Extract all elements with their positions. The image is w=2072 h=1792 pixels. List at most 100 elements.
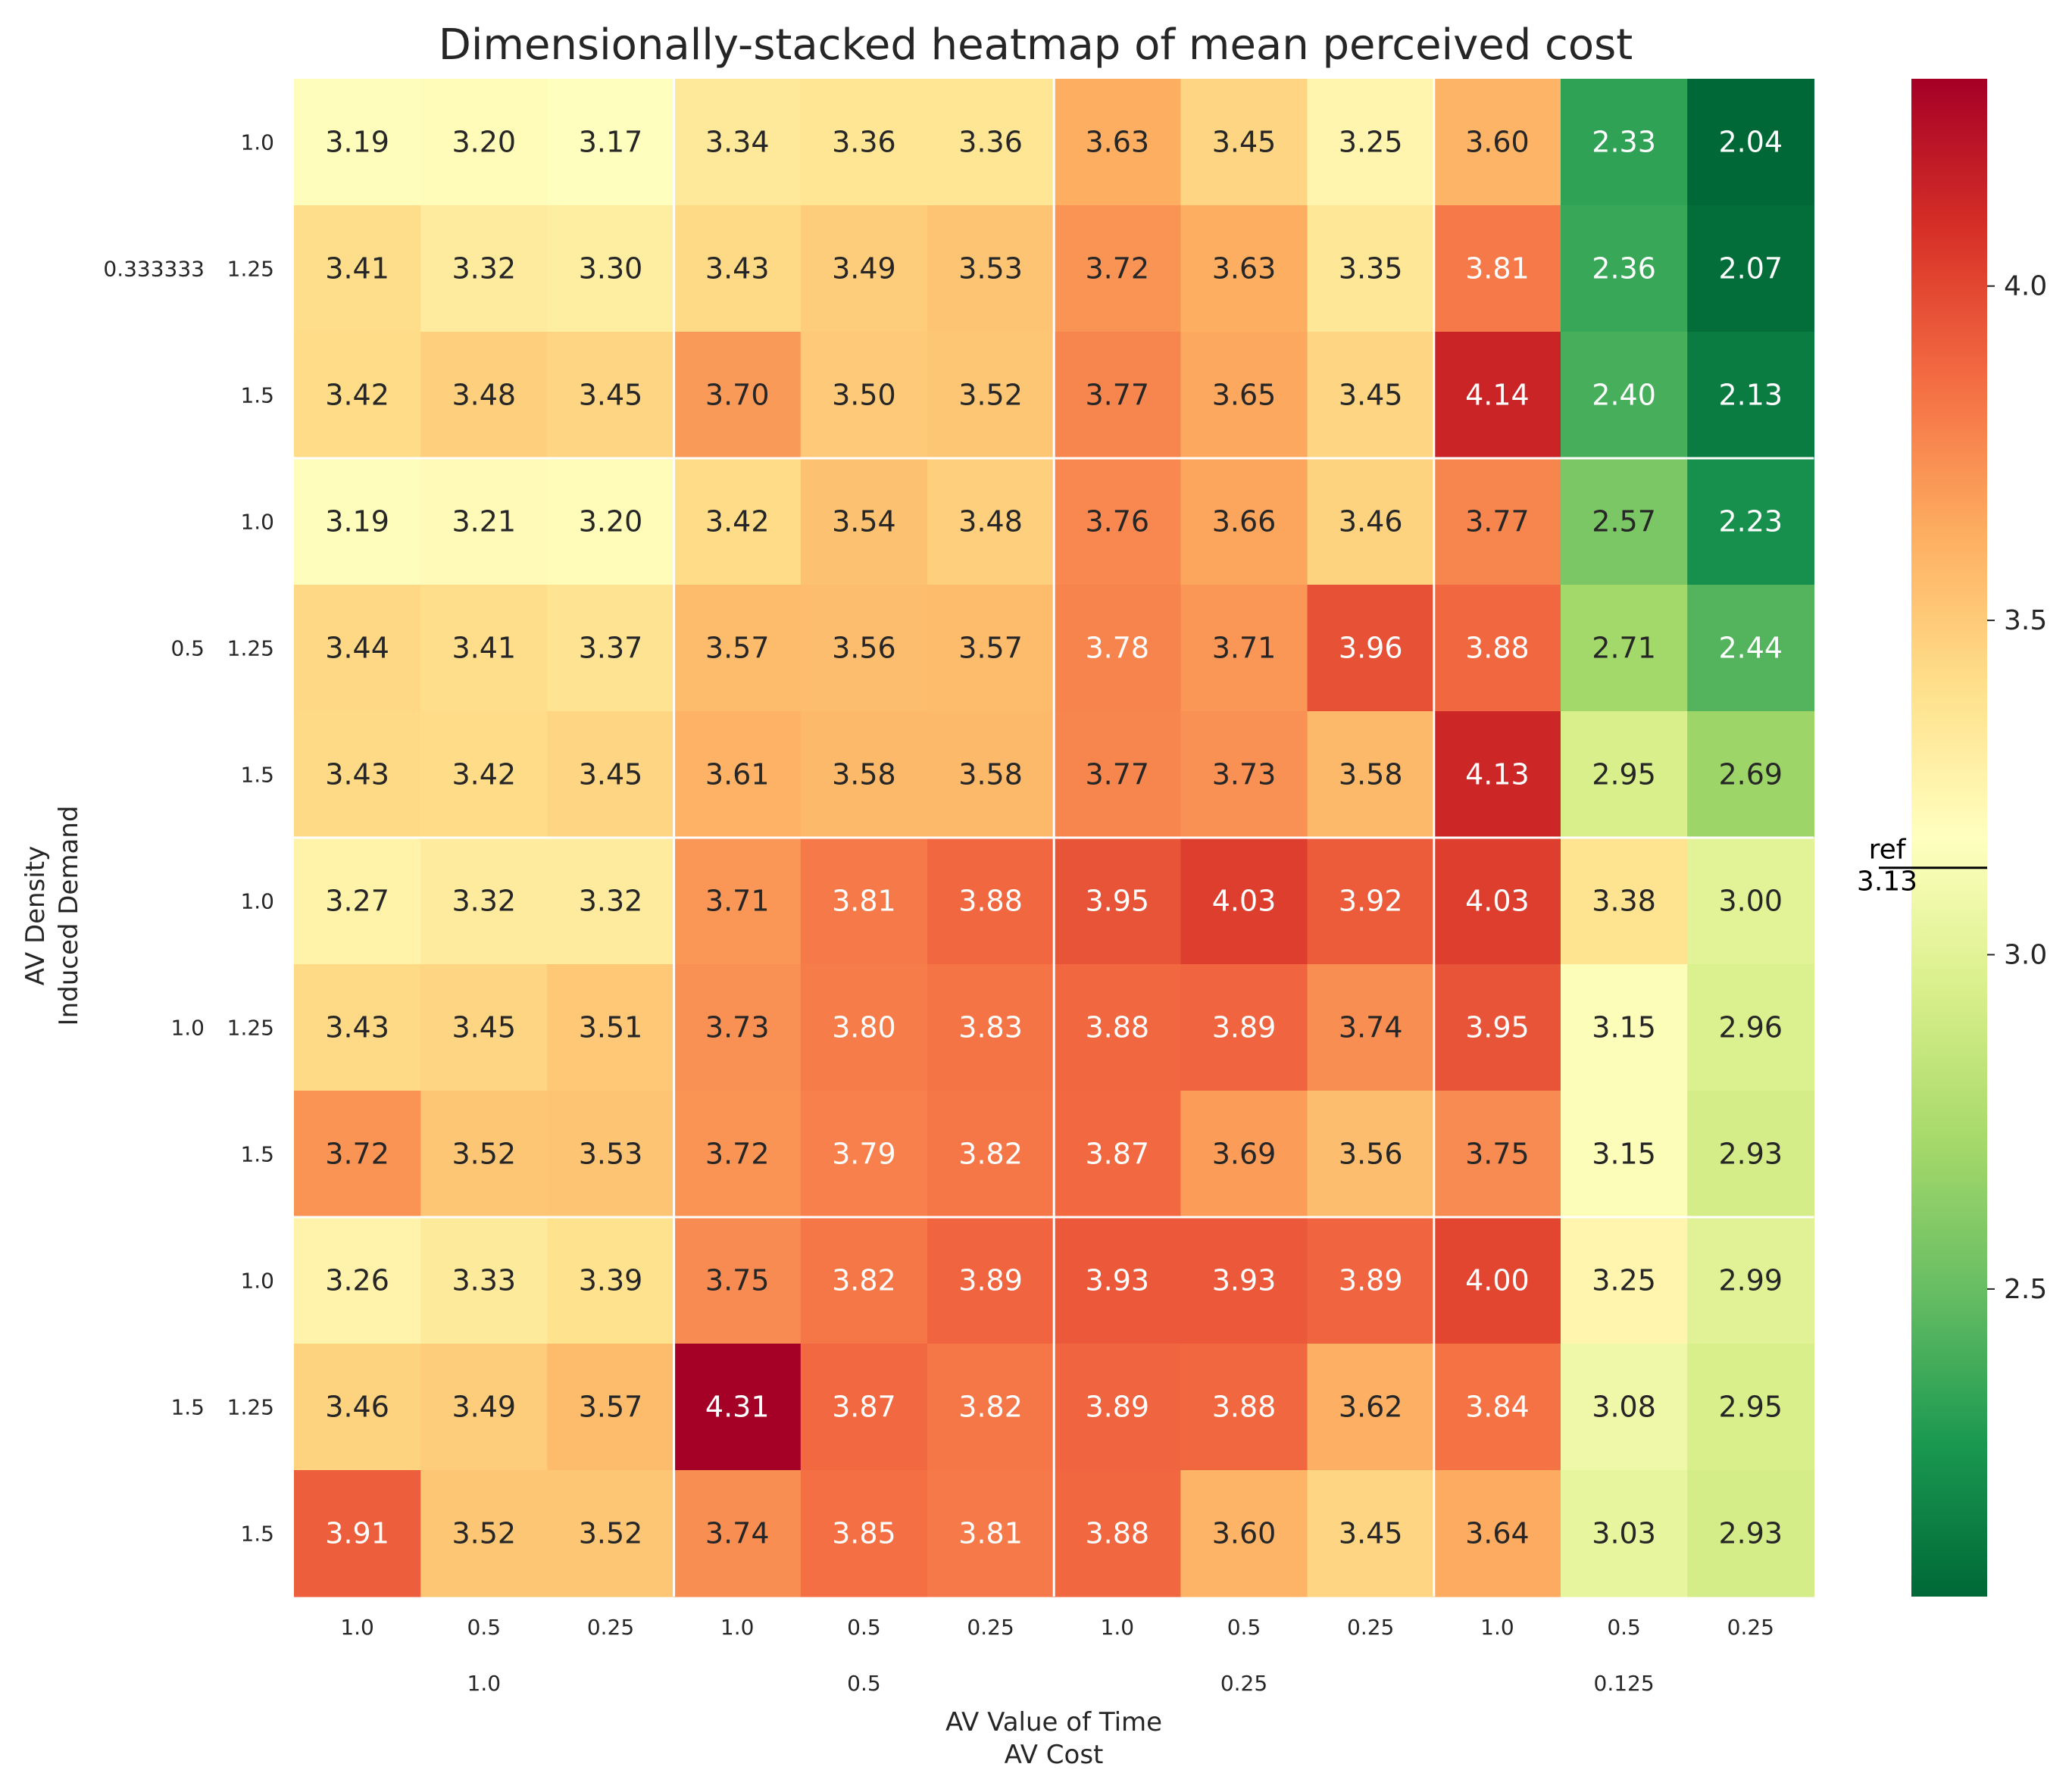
colorbar bbox=[1911, 79, 1987, 1597]
x-inner-tick-label: 0.25 bbox=[1347, 1615, 1394, 1640]
x-inner-tick-label: 0.5 bbox=[1607, 1615, 1641, 1640]
heatmap-cell bbox=[927, 1344, 1055, 1471]
heatmap-cell bbox=[1687, 332, 1814, 459]
x-inner-tick-label: 0.5 bbox=[467, 1615, 502, 1640]
y-inner-tick-label: 1.25 bbox=[227, 1016, 274, 1041]
cell-value-label: 3.63 bbox=[1085, 126, 1149, 159]
heatmap-cell bbox=[1307, 838, 1435, 965]
x-inner-tick-label: 1.0 bbox=[720, 1615, 755, 1640]
cell-value-label: 3.57 bbox=[579, 1391, 643, 1424]
cell-value-label: 3.49 bbox=[452, 1391, 516, 1424]
cell-value-label: 2.71 bbox=[1592, 632, 1656, 665]
y-inner-tick-label: 1.5 bbox=[240, 1522, 274, 1547]
heatmap-cell bbox=[420, 1217, 548, 1344]
cell-value-label: 2.93 bbox=[1718, 1517, 1783, 1550]
heatmap-cell bbox=[1180, 1217, 1308, 1344]
cell-value-label: 2.04 bbox=[1718, 126, 1783, 159]
heatmap-cell bbox=[1054, 1091, 1181, 1218]
cell-value-label: 3.52 bbox=[452, 1517, 516, 1550]
cell-value-label: 3.53 bbox=[579, 1138, 643, 1171]
heatmap-cell bbox=[1561, 1344, 1688, 1471]
y-outer-tick-label: 1.5 bbox=[170, 1395, 205, 1420]
x-inner-tick-label: 0.25 bbox=[587, 1615, 634, 1640]
cell-value-label: 3.96 bbox=[1339, 632, 1403, 665]
y-axis-label-outer: AV Density bbox=[20, 846, 51, 985]
cell-value-label: 4.13 bbox=[1465, 758, 1530, 791]
colorbar-tick-label: 4.0 bbox=[2004, 271, 2047, 302]
cell-value-label: 3.58 bbox=[832, 758, 896, 791]
heatmap-cell bbox=[1433, 458, 1561, 585]
heatmap-cell bbox=[294, 585, 421, 712]
cell-value-label: 3.81 bbox=[1465, 252, 1530, 286]
heatmap-cell bbox=[800, 1344, 928, 1471]
cell-value-label: 3.89 bbox=[1085, 1391, 1149, 1424]
x-inner-tick-label: 0.5 bbox=[847, 1615, 881, 1640]
heatmap-cell bbox=[800, 1470, 928, 1597]
y-inner-tick-label: 1.0 bbox=[240, 1269, 274, 1294]
y-inner-tick-label: 1.0 bbox=[240, 889, 274, 914]
heatmap-cell bbox=[547, 585, 675, 712]
heatmap-cell bbox=[547, 711, 675, 838]
heatmap-cell bbox=[1687, 458, 1814, 585]
cell-value-label: 3.66 bbox=[1212, 505, 1277, 539]
heatmap-cell bbox=[1054, 711, 1181, 838]
cell-value-label: 3.08 bbox=[1592, 1391, 1656, 1424]
heatmap-cell bbox=[1433, 711, 1561, 838]
y-inner-tick-label: 1.5 bbox=[240, 1142, 274, 1167]
cell-value-label: 2.69 bbox=[1718, 758, 1783, 791]
heatmap-cell bbox=[1307, 332, 1435, 459]
x-outer-tick-label: 0.5 bbox=[847, 1671, 881, 1696]
reference-value: 3.13 bbox=[1857, 866, 1917, 898]
heatmap-cell bbox=[420, 332, 548, 459]
heatmap-cell bbox=[1054, 1217, 1181, 1344]
y-inner-tick-label: 1.25 bbox=[227, 257, 274, 282]
cell-value-label: 3.54 bbox=[832, 505, 896, 539]
heatmap-cell bbox=[420, 1470, 548, 1597]
heatmap-cell bbox=[927, 585, 1055, 712]
heatmap-cell bbox=[1433, 1344, 1561, 1471]
heatmap-cell bbox=[1687, 838, 1814, 965]
cell-value-label: 3.53 bbox=[958, 252, 1023, 286]
y-inner-tick-label: 1.25 bbox=[227, 636, 274, 661]
cell-value-label: 3.52 bbox=[452, 1138, 516, 1171]
cell-value-label: 3.78 bbox=[1085, 632, 1149, 665]
heatmap-cell bbox=[927, 964, 1055, 1091]
heatmap-cell bbox=[927, 838, 1055, 965]
heatmap-cell bbox=[1561, 1470, 1688, 1597]
cell-value-label: 2.44 bbox=[1718, 632, 1783, 665]
cell-value-label: 3.15 bbox=[1592, 1011, 1656, 1044]
cell-value-label: 3.39 bbox=[579, 1264, 643, 1297]
heatmap-cell bbox=[673, 1470, 802, 1597]
heatmap-cell bbox=[294, 79, 421, 206]
cell-value-label: 3.81 bbox=[958, 1517, 1023, 1550]
heatmap-cell bbox=[927, 711, 1055, 838]
y-inner-tick-label: 1.25 bbox=[227, 1395, 274, 1420]
cell-value-label: 3.75 bbox=[705, 1264, 770, 1297]
cell-value-label: 3.21 bbox=[452, 505, 516, 539]
heatmap-cell bbox=[1180, 458, 1308, 585]
cell-value-label: 3.56 bbox=[832, 632, 896, 665]
cell-value-label: 3.74 bbox=[1339, 1011, 1403, 1044]
cell-value-label: 3.52 bbox=[958, 379, 1023, 412]
cell-value-label: 3.58 bbox=[1339, 758, 1403, 791]
cell-value-label: 3.43 bbox=[325, 758, 389, 791]
cell-value-label: 3.88 bbox=[1212, 1391, 1277, 1424]
cell-value-label: 2.57 bbox=[1592, 505, 1656, 539]
cell-value-label: 3.82 bbox=[958, 1391, 1023, 1424]
x-inner-tick-label: 1.0 bbox=[1101, 1615, 1135, 1640]
heatmap-cell bbox=[1687, 1470, 1814, 1597]
cell-value-label: 3.48 bbox=[958, 505, 1023, 539]
cell-value-label: 3.34 bbox=[705, 126, 770, 159]
group-dividers bbox=[294, 79, 1814, 1597]
cell-value-label: 3.74 bbox=[705, 1517, 770, 1550]
heatmap-cell bbox=[1433, 1091, 1561, 1218]
heatmap-cell bbox=[1180, 79, 1308, 206]
heatmap-cell bbox=[1054, 1470, 1181, 1597]
heatmap-cell bbox=[673, 79, 802, 206]
cell-value-label: 3.19 bbox=[325, 505, 389, 539]
cell-value-label: 2.23 bbox=[1718, 505, 1783, 539]
cell-value-label: 3.58 bbox=[958, 758, 1023, 791]
heatmap-cell bbox=[1054, 585, 1181, 712]
heatmap-cell bbox=[1180, 964, 1308, 1091]
cell-value-label: 3.89 bbox=[958, 1264, 1023, 1297]
